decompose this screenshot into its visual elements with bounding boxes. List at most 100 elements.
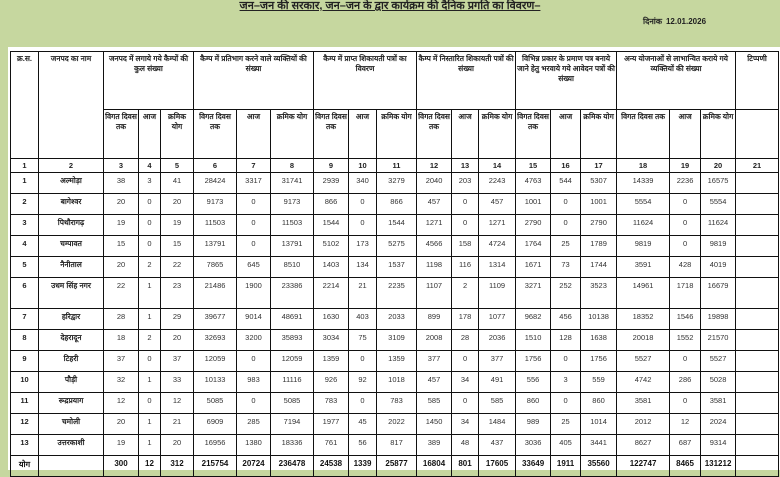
header-remarks: टिप्पणी	[735, 51, 780, 110]
column-number: 20	[700, 158, 737, 173]
table-row: 10 पौड़ी 32 1 33 10133 983 11116 926 92 1018 457 34 4…	[10, 371, 780, 393]
cell-remarks	[735, 329, 780, 351]
cell-col-11: 817	[375, 434, 418, 456]
cell-col-7: 3200	[236, 329, 271, 351]
cell-remarks	[735, 235, 780, 257]
column-number: 5	[160, 158, 194, 173]
cell-col-5: 33	[160, 371, 194, 393]
cell-col-16: 0	[550, 193, 582, 215]
table-row: 5 नैनीताल 20 2 22 7865 645 8510 1403 134 1537 1198 1…	[10, 256, 780, 278]
row-sn: 9	[10, 350, 39, 372]
cell-col-5: 20	[160, 434, 194, 456]
cell-remarks	[735, 193, 780, 215]
cell-col-18: 5554	[616, 193, 671, 215]
cell-col-16: 0	[550, 392, 582, 414]
cell-col-5: 15	[160, 235, 194, 257]
cell-col-6: 7865	[193, 256, 237, 278]
subheader-6-2: आज	[669, 109, 702, 159]
row-sn: 10	[10, 371, 39, 393]
cell-col-17: 1744	[580, 256, 618, 278]
cell-col-9: 1977	[313, 413, 349, 435]
district-name: अल्मोड़ा	[38, 172, 104, 194]
subheader-remarks-empty	[735, 109, 780, 159]
cell-col-14: 437	[478, 434, 517, 456]
cell-col-10: 403	[348, 308, 377, 330]
cell-col-19: 12	[669, 413, 702, 435]
subheader-6-3: क्रमिक योग	[700, 109, 737, 159]
cell-col-13: 2	[451, 277, 480, 309]
total-col-17: 35560	[580, 455, 618, 477]
column-number: 4	[138, 158, 161, 173]
cell-col-18: 14339	[616, 172, 671, 194]
cell-col-9: 5102	[313, 235, 349, 257]
cell-col-4: 2	[138, 329, 161, 351]
table-row: 9 टिहरी 37 0 37 12059 0 12059 1359 0 1359 377 0 377 17…	[10, 350, 780, 372]
cell-col-3: 37	[103, 350, 139, 372]
district-name: बागेश्वर	[38, 193, 104, 215]
cell-col-7: 0	[236, 392, 271, 414]
cell-col-18: 9819	[616, 235, 671, 257]
cell-col-13: 0	[451, 350, 480, 372]
cell-col-18: 18352	[616, 308, 671, 330]
cell-col-11: 2022	[375, 413, 418, 435]
cell-col-15: 2790	[515, 214, 552, 236]
row-sn: 6	[10, 277, 39, 309]
cell-col-10: 0	[348, 193, 377, 215]
table-row: 4 चम्पावत 15 0 15 13791 0 13791 5102 173 5275 4566 1…	[10, 235, 780, 257]
cell-col-18: 5527	[616, 350, 671, 372]
cell-col-16: 128	[550, 329, 582, 351]
cell-col-6: 11503	[193, 214, 237, 236]
cell-col-6: 12059	[193, 350, 237, 372]
cell-col-14: 1314	[478, 256, 517, 278]
district-name: चमोली	[38, 413, 104, 435]
cell-col-9: 1544	[313, 214, 349, 236]
cell-col-16: 0	[550, 350, 582, 372]
cell-col-3: 18	[103, 329, 139, 351]
cell-col-11: 1018	[375, 371, 418, 393]
cell-col-16: 405	[550, 434, 582, 456]
cell-col-14: 1077	[478, 308, 517, 330]
cell-col-16: 544	[550, 172, 582, 194]
subheader-4-3: क्रमिक योग	[478, 109, 517, 159]
cell-col-8: 31741	[270, 172, 314, 194]
cell-col-15: 3036	[515, 434, 552, 456]
subheader-5-1: विगत दिवस तक	[515, 109, 552, 159]
cell-col-19: 687	[669, 434, 702, 456]
cell-col-11: 5275	[375, 235, 418, 257]
total-col-8: 236478	[270, 455, 314, 477]
subheader-1-3: क्रमिक योग	[160, 109, 194, 159]
cell-col-5: 12	[160, 392, 194, 414]
row-sn: 7	[10, 308, 39, 330]
cell-remarks	[735, 308, 780, 330]
subheader-5-3: क्रमिक योग	[580, 109, 618, 159]
cell-col-20: 5554	[700, 193, 737, 215]
cell-col-12: 1450	[416, 413, 453, 435]
report-sheet: क्र.स. जनपद का नाम जनपद में लगाये गये कै…	[8, 47, 780, 477]
table-row: 2 बागेश्वर 20 0 20 9173 0 9173 866 0 866 457 0 457 100…	[10, 193, 780, 215]
cell-col-4: 0	[138, 392, 161, 414]
cell-col-19: 0	[669, 214, 702, 236]
total-col-12: 16804	[416, 455, 453, 477]
total-col-3: 300	[103, 455, 139, 477]
cell-col-3: 20	[103, 256, 139, 278]
cell-col-20: 5527	[700, 350, 737, 372]
cell-col-17: 5307	[580, 172, 618, 194]
cell-col-19: 428	[669, 256, 702, 278]
column-number: 7	[236, 158, 271, 173]
district-name: चम्पावत	[38, 235, 104, 257]
total-col-20: 131212	[700, 455, 737, 477]
column-number: 13	[451, 158, 480, 173]
cell-col-6: 21486	[193, 277, 237, 309]
total-col-16: 1911	[550, 455, 582, 477]
header-group-2: कैम्प में प्रतिभाग करने वाले व्यक्तियों …	[193, 51, 314, 110]
row-sn: 13	[10, 434, 39, 456]
cell-col-8: 5085	[270, 392, 314, 414]
cell-col-9: 2214	[313, 277, 349, 309]
header-group-1: जनपद में लगाये गये कैम्पों की कुल संख्या	[103, 51, 194, 110]
cell-col-7: 0	[236, 235, 271, 257]
cell-col-15: 989	[515, 413, 552, 435]
total-col-13: 801	[451, 455, 480, 477]
column-number: 11	[375, 158, 418, 173]
cell-col-11: 1544	[375, 214, 418, 236]
total-col-15: 33649	[515, 455, 552, 477]
